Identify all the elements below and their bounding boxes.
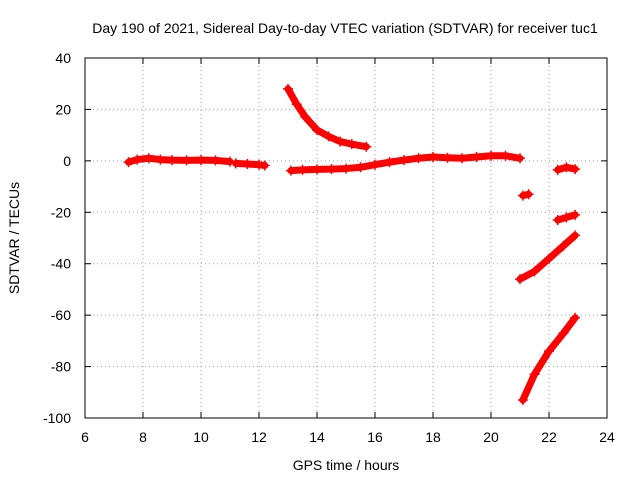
x-tick-label: 8 <box>139 429 147 445</box>
data-point <box>259 160 270 171</box>
data-series <box>285 150 525 176</box>
data-point <box>515 274 525 285</box>
data-point <box>285 165 296 176</box>
y-tick-label: -60 <box>51 307 71 323</box>
x-tick-label: 6 <box>81 429 89 445</box>
x-tick-label: 16 <box>367 429 383 445</box>
series-trace <box>284 85 370 151</box>
data-point <box>346 139 357 150</box>
data-point <box>312 164 322 175</box>
axis-ticks: 6 8 10 12 14 16 18 20 22 24 -100 -80 -60 -40 -20 0 20 40 <box>43 50 615 445</box>
x-tick-label: 10 <box>193 429 209 445</box>
data-point <box>486 150 496 161</box>
data-point <box>517 395 528 405</box>
data-points <box>123 83 581 405</box>
data-point <box>335 136 346 147</box>
data-point <box>361 141 372 152</box>
data-point <box>230 158 241 169</box>
data-point <box>326 164 337 175</box>
data-point <box>210 155 221 166</box>
y-tick-label: 20 <box>55 101 71 117</box>
data-point <box>552 215 563 225</box>
data-point <box>457 153 467 164</box>
data-series <box>123 153 235 168</box>
data-point <box>355 162 366 173</box>
data-point <box>561 162 572 173</box>
data-point <box>167 155 177 166</box>
data-point <box>323 131 334 142</box>
data-point <box>297 164 308 175</box>
y-tick-label: 40 <box>55 50 71 66</box>
data-point <box>413 153 424 164</box>
y-tick-label: 0 <box>63 153 71 169</box>
data-point <box>471 152 482 162</box>
series-trace <box>516 231 579 283</box>
data-point <box>544 253 554 264</box>
data-point <box>570 230 581 241</box>
y-tick-label: -80 <box>51 359 71 375</box>
x-tick-label: 18 <box>425 429 441 445</box>
data-point <box>123 157 134 168</box>
data-point <box>254 159 264 170</box>
grid-lines <box>85 58 607 418</box>
data-series <box>517 189 534 201</box>
data-point <box>196 155 206 166</box>
x-tick-label: 24 <box>599 429 615 445</box>
data-point <box>341 163 351 174</box>
data-point <box>291 99 302 110</box>
data-series <box>283 83 372 152</box>
data-point <box>155 154 166 165</box>
data-point <box>442 152 453 163</box>
data-point <box>312 125 322 135</box>
data-point <box>500 150 511 161</box>
data-point <box>570 209 581 220</box>
data-point <box>558 328 569 339</box>
data-point <box>181 155 192 166</box>
y-tick-label: -40 <box>51 256 71 272</box>
y-tick-label: -20 <box>51 204 71 220</box>
chart-title: Day 190 of 2021, Sidereal Day-to-day VTE… <box>92 20 598 36</box>
data-point <box>523 189 534 200</box>
data-point <box>399 155 409 166</box>
x-tick-label: 20 <box>483 429 499 445</box>
data-point <box>242 158 253 169</box>
data-point <box>143 153 154 164</box>
data-point <box>570 312 581 323</box>
data-point <box>370 159 380 170</box>
x-tick-label: 12 <box>251 429 267 445</box>
data-point <box>529 266 540 277</box>
data-point <box>515 153 525 164</box>
x-tick-label: 22 <box>541 429 557 445</box>
data-point <box>529 369 540 380</box>
data-point <box>544 346 554 357</box>
data-point <box>570 164 581 175</box>
data-point <box>300 112 311 123</box>
data-point <box>558 240 569 251</box>
series-trace <box>287 152 524 175</box>
data-point <box>132 154 143 165</box>
data-series <box>230 158 270 171</box>
data-series <box>517 312 581 405</box>
y-axis-title: SDTVAR / TECUs <box>6 182 22 294</box>
data-series <box>515 230 581 285</box>
data-point <box>517 190 528 201</box>
x-axis-title: GPS time / hours <box>293 457 400 473</box>
data-point <box>283 83 293 94</box>
x-tick-label: 14 <box>309 429 325 445</box>
data-point <box>552 164 563 175</box>
data-point <box>561 212 572 223</box>
data-point <box>384 157 395 168</box>
data-series <box>552 209 581 225</box>
plot-frame <box>84 57 608 419</box>
data-series <box>552 162 581 175</box>
y-tick-label: -100 <box>43 410 71 426</box>
data-point <box>428 152 438 162</box>
